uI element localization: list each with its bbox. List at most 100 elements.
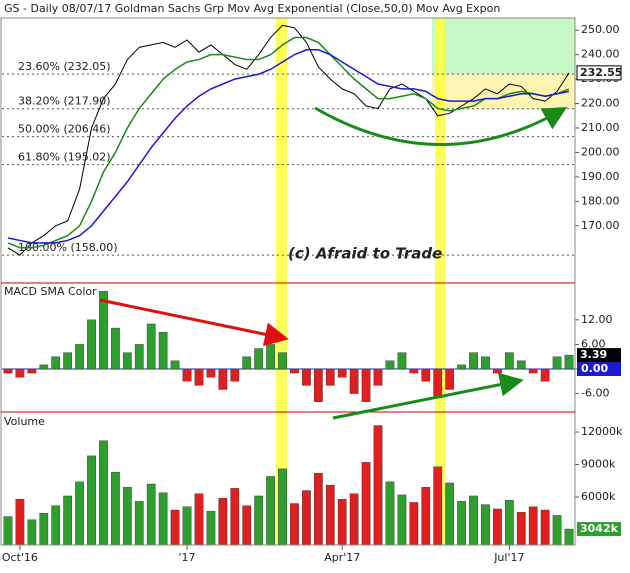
bar	[134, 344, 144, 370]
bar	[218, 368, 228, 390]
bar	[158, 492, 168, 546]
bar	[266, 344, 275, 370]
y-tick-label: 250.00	[581, 23, 620, 36]
bar	[39, 364, 49, 370]
fib-label: 38.20% (217.90)	[18, 95, 111, 108]
x-tick-label: Jul'17	[493, 551, 524, 564]
bar	[552, 515, 562, 546]
bar	[39, 513, 49, 546]
bar	[481, 356, 490, 370]
fib-label: 23.60% (232.05)	[18, 60, 111, 73]
zones	[432, 18, 575, 109]
bar	[564, 354, 574, 370]
bar	[99, 290, 108, 370]
bar	[63, 495, 73, 546]
y-tick-label: 12000k	[581, 425, 623, 438]
bar	[3, 516, 13, 546]
bar	[397, 494, 407, 546]
bar	[230, 368, 240, 382]
y-tick-label: 9000k	[581, 458, 616, 471]
bar	[27, 519, 37, 546]
bar	[230, 488, 240, 546]
y-tick-label: 210.00	[581, 121, 620, 134]
chart-title: GS - Daily 08/07/17 Goldman Sachs Grp Mo…	[4, 2, 500, 15]
bar	[421, 487, 431, 546]
y-tick-label: -6.00	[581, 387, 609, 400]
bar	[337, 498, 347, 546]
last-value-box	[576, 65, 622, 81]
highlight-band	[435, 18, 445, 545]
bar	[504, 500, 514, 546]
bar	[302, 490, 311, 546]
bar	[182, 506, 192, 546]
bar	[540, 368, 550, 382]
panel-title: Volume	[4, 415, 45, 428]
bar	[493, 508, 502, 546]
bar	[242, 356, 252, 370]
bar	[278, 352, 287, 370]
bar	[385, 360, 395, 370]
bar	[409, 368, 419, 374]
bar	[182, 368, 192, 382]
bar	[421, 368, 431, 382]
bar	[516, 511, 526, 546]
fib-label: 50.00% (206.46)	[18, 123, 111, 136]
last-value-box	[577, 522, 621, 537]
bar	[99, 440, 108, 546]
bar	[552, 356, 562, 370]
bar	[385, 481, 395, 546]
bar	[349, 493, 359, 546]
bar	[290, 368, 299, 374]
bar	[111, 327, 120, 370]
bar	[504, 352, 514, 370]
bar	[325, 368, 335, 386]
arc-arrow	[314, 106, 568, 146]
bar	[302, 368, 311, 386]
bar	[493, 368, 502, 374]
arrow	[332, 372, 524, 420]
series-line	[7, 36, 570, 249]
bar	[469, 495, 478, 546]
y-tick-label: 6.00	[581, 337, 606, 350]
x-tick-label: Apr'17	[324, 551, 360, 564]
bar	[433, 466, 443, 546]
bar	[51, 505, 61, 546]
x-tick-label: Oct'16	[2, 551, 38, 564]
last-value-label: 3042k	[580, 522, 619, 535]
frame	[0, 17, 576, 546]
fib-label: 61.80% (195.02)	[18, 151, 111, 164]
bar	[15, 498, 25, 546]
bar	[111, 471, 120, 546]
bar	[373, 368, 383, 386]
y-tick-label: 180.00	[581, 194, 620, 207]
highlight-band	[276, 18, 287, 545]
bar	[15, 368, 25, 378]
range-zone	[432, 74, 575, 109]
last-value-label: 232.55	[580, 66, 622, 79]
bar	[397, 352, 407, 370]
bar	[206, 368, 216, 378]
last-value-box	[577, 348, 621, 363]
bar	[194, 493, 204, 546]
bar	[349, 368, 359, 394]
bar	[170, 360, 180, 370]
bar	[194, 368, 204, 386]
bar	[254, 495, 264, 546]
bar	[3, 368, 13, 374]
bar	[87, 319, 96, 370]
bar	[469, 352, 478, 370]
zero-box	[577, 362, 621, 376]
bar	[528, 368, 538, 374]
y-tick-label: 6000k	[581, 490, 616, 503]
bar	[134, 501, 144, 546]
target-zone	[432, 18, 575, 75]
x-tick-label: '17	[179, 551, 196, 564]
annotation: (c) Afraid to Trade	[288, 245, 442, 263]
bar	[564, 528, 574, 546]
bar	[218, 497, 228, 546]
fib-label: 100.00% (158.00)	[18, 241, 118, 254]
bar	[445, 482, 455, 546]
bar	[325, 484, 335, 546]
bar	[361, 462, 371, 546]
